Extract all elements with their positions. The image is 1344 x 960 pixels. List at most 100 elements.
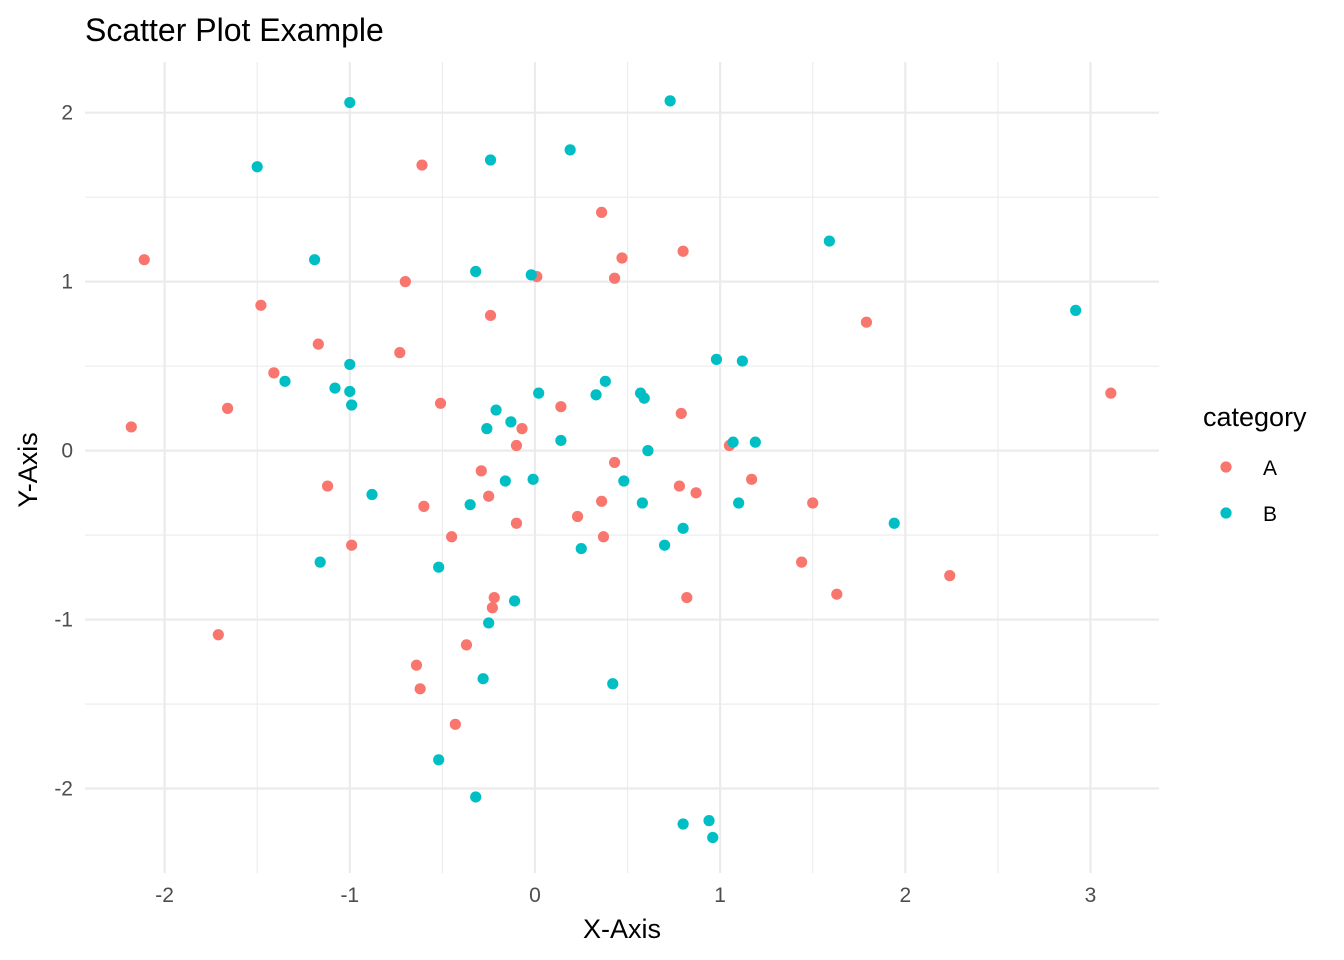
y-tick-label: -2 <box>54 778 73 801</box>
legend: category AB <box>1203 402 1307 526</box>
data-point-a <box>681 591 693 604</box>
data-point-b <box>505 416 517 428</box>
data-point-b <box>329 382 341 394</box>
data-point-b <box>575 543 587 555</box>
data-point-a <box>571 510 584 523</box>
data-point-b <box>642 445 654 457</box>
data-point-a <box>831 588 843 600</box>
data-point-a <box>434 397 447 409</box>
data-point-a <box>616 252 628 264</box>
data-point-b <box>636 497 648 509</box>
data-point-b <box>484 154 497 166</box>
minor-gridlines <box>85 62 1159 873</box>
data-point-b <box>344 385 356 398</box>
x-tick-label: -2 <box>155 884 174 907</box>
x-tick-label: 0 <box>529 884 541 907</box>
data-point-b <box>638 392 650 404</box>
data-point-a <box>608 456 621 469</box>
x-axis-ticks: -2 -1 0 1 2 3 <box>155 884 1096 907</box>
data-point-a <box>510 439 523 452</box>
data-point-a <box>675 407 687 420</box>
data-point-a <box>212 629 224 641</box>
legend-label-a: A <box>1263 457 1277 480</box>
major-gridlines <box>85 62 1159 873</box>
data-point-a <box>597 531 610 543</box>
data-point-b <box>888 517 900 529</box>
y-axis-ticks: -2 -1 0 1 2 <box>54 102 73 801</box>
data-point-b <box>279 375 291 387</box>
legend-key-a <box>1220 461 1232 473</box>
data-point-b <box>346 399 358 411</box>
data-point-b <box>590 389 602 401</box>
data-point-b <box>658 539 671 551</box>
data-point-b <box>733 497 745 509</box>
data-point-b <box>607 678 619 690</box>
data-point-a <box>321 480 334 492</box>
data-point-b <box>483 617 495 629</box>
data-point-a <box>677 245 689 257</box>
data-point-a <box>860 316 873 328</box>
data-point-a <box>449 718 461 730</box>
legend-label-b: B <box>1263 503 1277 526</box>
data-point-a <box>399 276 411 288</box>
y-tick-label: 1 <box>61 271 73 294</box>
x-tick-label: 1 <box>714 884 726 907</box>
data-point-b <box>749 436 761 448</box>
data-point-b <box>527 473 539 485</box>
data-point-b <box>366 488 378 501</box>
data-point-a <box>596 495 608 507</box>
data-point-a <box>138 254 150 266</box>
data-point-a <box>608 272 621 284</box>
y-tick-label: -1 <box>54 609 73 632</box>
data-point-a <box>484 309 497 322</box>
data-point-a <box>944 570 956 582</box>
legend-key-b <box>1220 507 1232 519</box>
data-point-a <box>255 299 267 311</box>
data-point-b <box>433 561 445 573</box>
data-points <box>125 95 1117 844</box>
x-tick-label: 3 <box>1085 884 1097 907</box>
data-point-a <box>596 206 608 218</box>
data-point-a <box>516 423 528 435</box>
data-point-b <box>533 387 545 399</box>
data-point-b <box>710 353 723 365</box>
data-point-a <box>555 401 567 413</box>
data-point-b <box>464 499 476 511</box>
data-point-a <box>312 338 324 350</box>
data-point-b <box>490 404 502 416</box>
data-point-b <box>344 96 356 109</box>
data-point-b <box>727 436 739 448</box>
x-axis-title: X-Axis <box>583 914 661 944</box>
data-point-a <box>486 602 498 614</box>
data-point-b <box>599 375 611 387</box>
data-point-a <box>673 480 686 492</box>
data-point-a <box>346 539 358 551</box>
data-point-b <box>470 265 482 278</box>
data-point-a <box>410 659 423 671</box>
data-point-a <box>414 683 426 695</box>
data-point-b <box>707 831 719 844</box>
data-point-b <box>508 595 521 607</box>
data-point-a <box>488 591 500 604</box>
data-point-b <box>703 815 715 827</box>
x-tick-label: -1 <box>340 884 359 907</box>
data-point-b <box>1070 304 1082 316</box>
data-point-a <box>416 159 428 171</box>
data-point-a <box>483 490 495 502</box>
data-point-b <box>664 95 676 107</box>
data-point-b <box>309 254 321 266</box>
data-point-a <box>418 500 430 512</box>
data-point-b <box>477 673 489 685</box>
y-tick-label: 2 <box>61 102 73 125</box>
data-point-b <box>251 161 263 173</box>
data-point-a <box>475 465 487 477</box>
data-point-b <box>433 754 445 766</box>
data-point-b <box>823 235 835 247</box>
data-point-b <box>677 818 689 830</box>
y-axis-title: Y-Axis <box>13 432 43 508</box>
x-tick-label: 2 <box>899 884 911 907</box>
data-point-b <box>499 475 511 487</box>
chart-title: Scatter Plot Example <box>85 12 384 48</box>
data-point-a <box>394 347 406 359</box>
